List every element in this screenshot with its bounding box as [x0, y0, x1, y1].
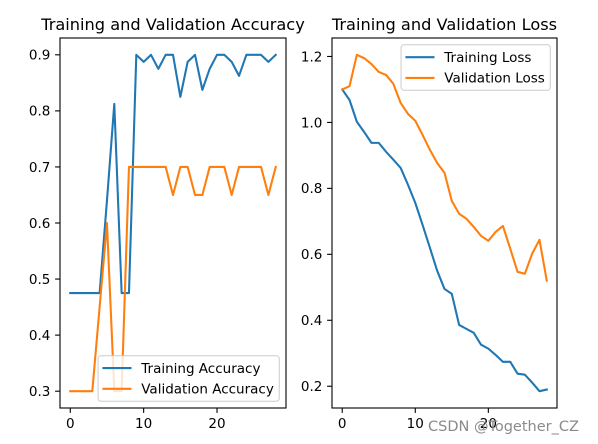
y-tick-label: 1.0 — [301, 115, 322, 131]
x-tick-label: 10 — [135, 416, 152, 432]
y-tick-label: 0.5 — [29, 272, 50, 288]
x-tick-label: 0 — [66, 416, 75, 432]
legend-label-validation-loss: Validation Loss — [444, 71, 545, 87]
y-tick-label: 0.8 — [29, 104, 50, 120]
series-line-validation-accuracy — [69, 165, 277, 393]
x-tick-label: 10 — [407, 416, 424, 432]
watermark-text: CSDN @Together_CZ — [428, 419, 579, 435]
series-line-training-accuracy — [69, 53, 278, 295]
series-line-validation-loss — [340, 53, 548, 282]
subplots: Training and Validation Accuracy 0 10 20 0.3… — [29, 15, 558, 432]
y-tick-label: 0.6 — [29, 216, 50, 232]
y-tick-label: 0.4 — [29, 328, 50, 344]
y-tick-label: 0.2 — [301, 379, 322, 395]
y-tick-label: 0.9 — [29, 48, 50, 64]
legend-label-training-accuracy: Training Accuracy — [140, 361, 260, 377]
chart-title: Training and Validation Loss — [331, 15, 557, 34]
y-tick-label: 0.6 — [301, 247, 322, 263]
axes-frame — [331, 37, 558, 409]
legend: Training Loss Validation Loss — [400, 44, 551, 91]
legend-frame — [400, 44, 551, 91]
x-tick-label: 20 — [480, 416, 497, 432]
y-tick-label: 0.8 — [301, 181, 322, 197]
y-tick-label: 0.3 — [29, 384, 50, 400]
y-tick-label: 0.4 — [301, 313, 322, 329]
legend-label-validation-accuracy: Validation Accuracy — [141, 382, 274, 398]
subplot-training-and-validation-loss: Training and Validation Loss 0 10 20 0.2 0.4 0… — [301, 15, 558, 432]
y-tick-label: 1.2 — [301, 49, 322, 65]
series-line-training-loss — [340, 87, 549, 393]
legend-label-training-loss: Training Loss — [443, 50, 531, 66]
legend: Training Accuracy Validation Accuracy — [97, 355, 280, 402]
chart-title: Training and Validation Accuracy — [40, 15, 305, 34]
x-tick-label: 0 — [338, 416, 347, 432]
subplot-training-and-validation-accuracy: Training and Validation Accuracy 0 10 20 0.3… — [29, 15, 305, 432]
x-tick-label: 20 — [208, 416, 225, 432]
legend-frame — [97, 355, 280, 402]
y-tick-label: 0.7 — [29, 160, 50, 176]
